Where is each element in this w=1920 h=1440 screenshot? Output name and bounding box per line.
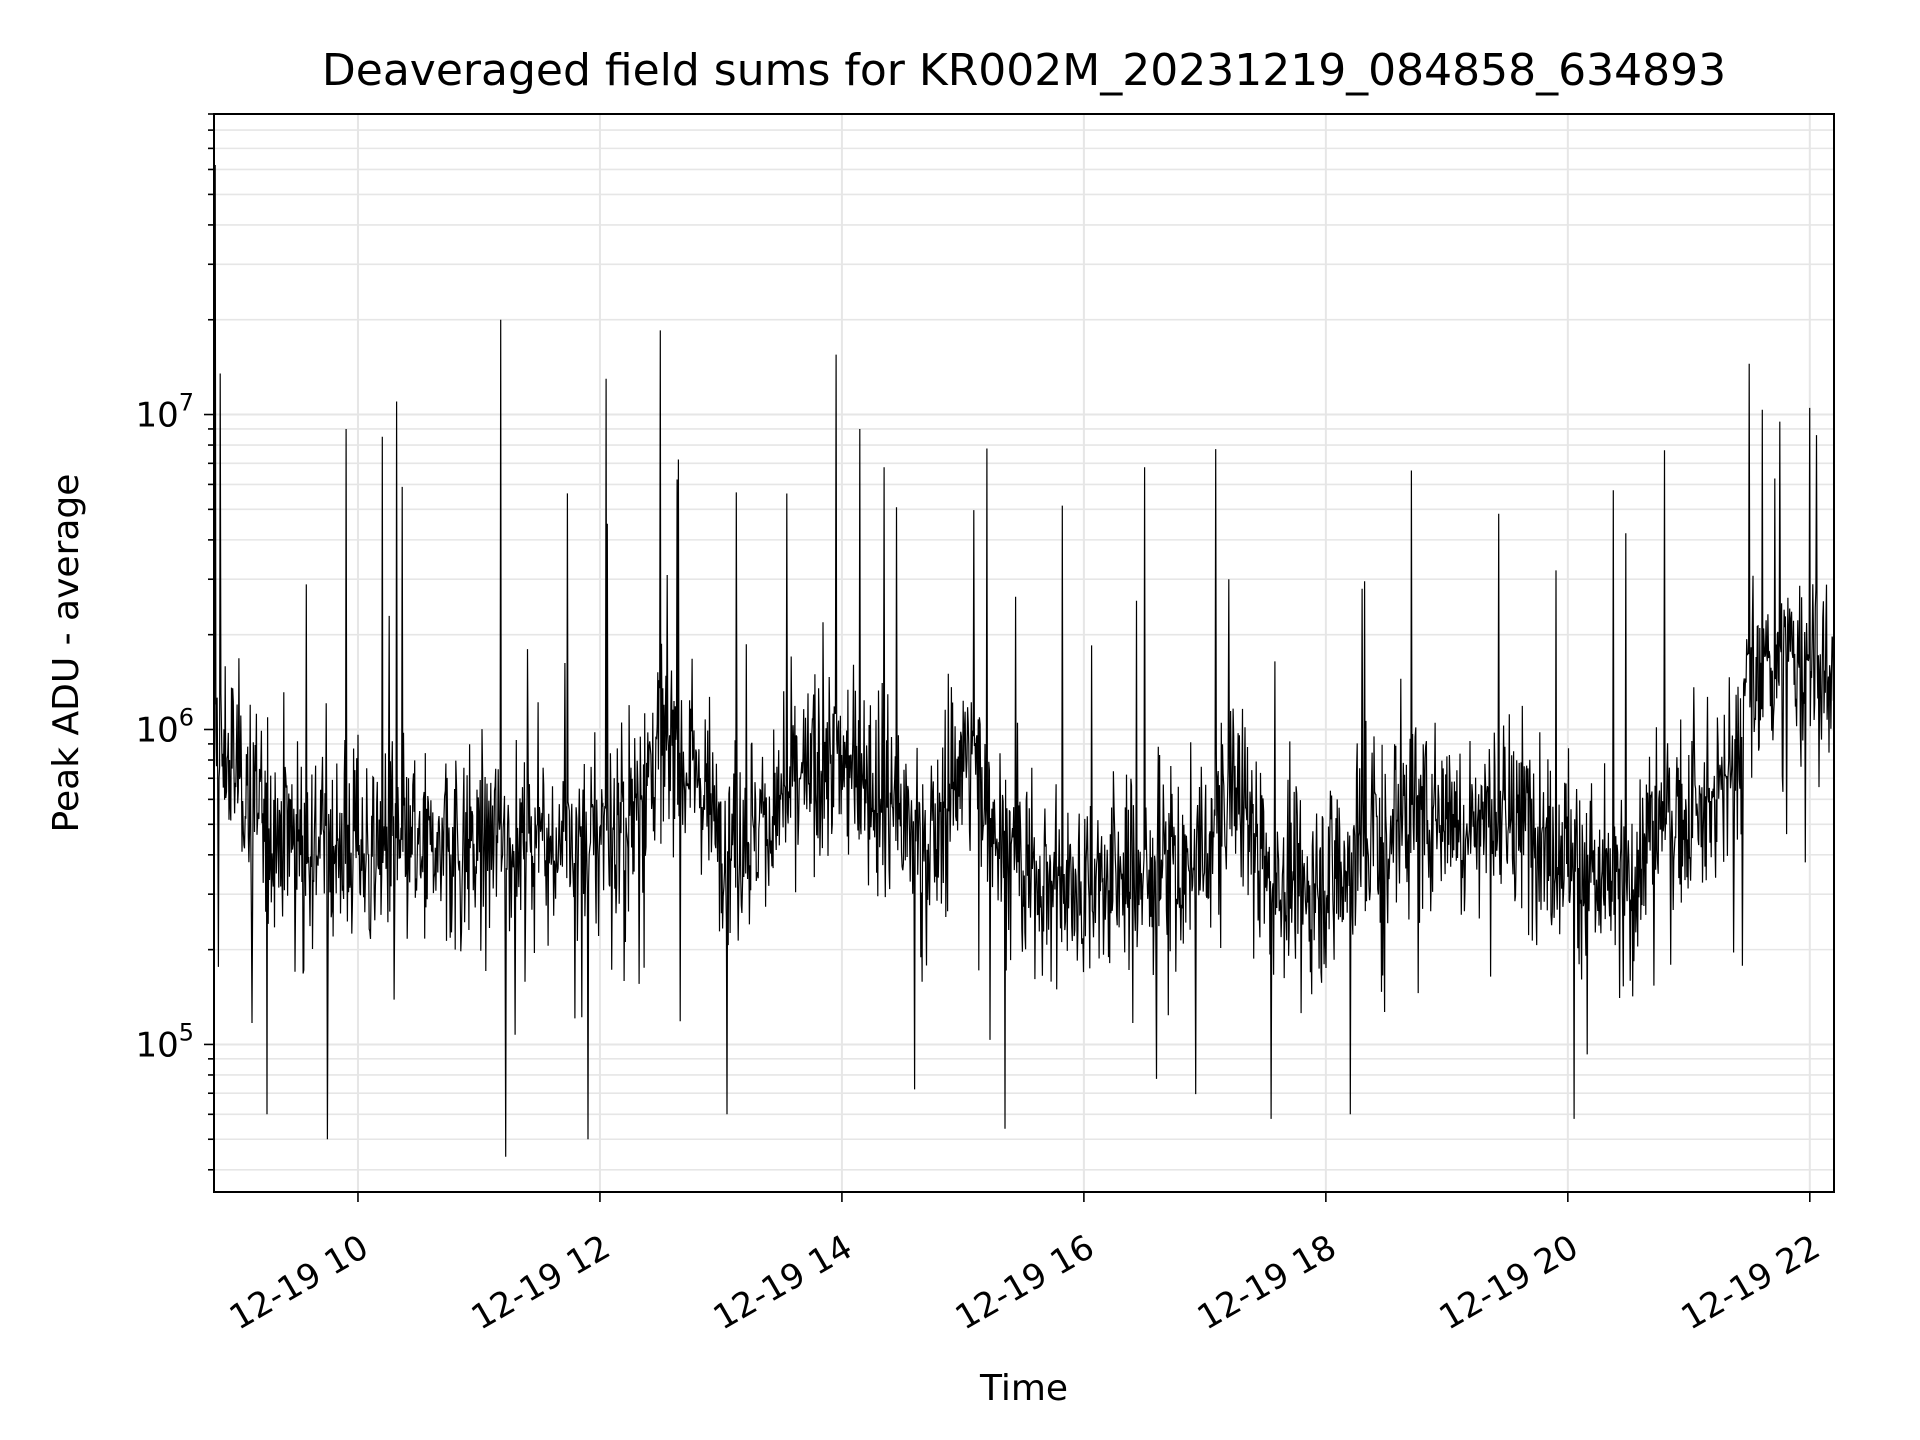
y-tick-label: 105 [135,1018,194,1065]
series-line [213,164,1835,1157]
y-tick-label: 106 [135,703,194,750]
chart-title: Deaveraged field sums for KR002M_2023121… [322,45,1726,96]
series-layer [213,164,1835,1157]
y-axis-label: Peak ADU - average [46,474,87,833]
x-axis-label: Time [979,1368,1068,1409]
grid [214,113,1834,1192]
plot-frame [213,113,1835,1193]
y-tick-label: 107 [135,389,194,436]
